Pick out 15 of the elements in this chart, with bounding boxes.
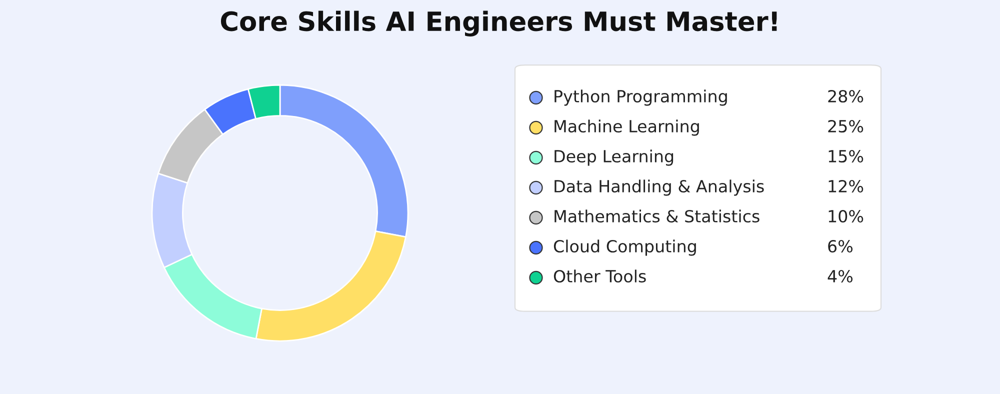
- data-label: 15%: [828, 150, 864, 163]
- legend-label: Machine Learning: [554, 120, 699, 136]
- data-label: 4%: [828, 270, 853, 283]
- legend-label: Cloud Computing: [554, 240, 696, 256]
- data-label: 28%: [828, 90, 864, 103]
- legend-label: Python Programming: [554, 90, 727, 106]
- data-label: 25%: [828, 120, 864, 133]
- data-label: 6%: [828, 240, 853, 253]
- data-label: 10%: [828, 210, 864, 223]
- chart-title: Core Skills AI Engineers Must Master!: [220, 10, 777, 37]
- legend-label: Other Tools: [554, 270, 646, 283]
- data-label: 12%: [828, 180, 864, 193]
- legend-label: Deep Learning: [554, 150, 674, 166]
- legend-label: Data Handling & Analysis: [554, 180, 764, 196]
- legend-label: Mathematics & Statistics: [554, 210, 760, 223]
